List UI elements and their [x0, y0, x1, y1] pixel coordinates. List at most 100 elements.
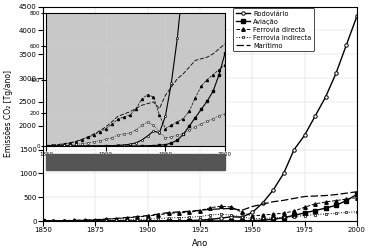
Ferrovia indirecta [355, 210, 359, 213]
Marítimo [344, 192, 349, 195]
Rodoviário [62, 219, 66, 223]
Ferrovia indirecta [41, 219, 45, 223]
Ferrovia indirecta [93, 219, 98, 222]
Ferrovia directa [135, 215, 139, 218]
Aviação [145, 219, 150, 223]
Rodoviário [219, 217, 223, 220]
Rodoviário [271, 188, 275, 192]
Marítimo [219, 207, 223, 210]
Ferrovia indirecta [260, 217, 265, 220]
Ferrovia directa [166, 212, 171, 215]
Ferrovia directa [302, 206, 307, 209]
Ferrovia indirecta [187, 216, 192, 219]
Ferrovia indirecta [344, 211, 349, 214]
Marítimo [355, 190, 359, 193]
Rodoviário [114, 219, 118, 223]
Ferrovia directa [72, 219, 77, 222]
Ferrovia directa [198, 209, 202, 212]
Ferrovia directa [51, 219, 55, 222]
Rodoviário [51, 219, 55, 223]
Ferrovia indirecta [302, 214, 307, 217]
Ferrovia directa [334, 199, 338, 202]
Ferrovia directa [83, 219, 87, 222]
Aviação [355, 193, 359, 196]
Ferrovia directa [355, 196, 359, 199]
Ferrovia indirecta [51, 219, 55, 223]
Aviação [334, 204, 338, 207]
Marítimo [334, 193, 338, 196]
Rodoviário [198, 219, 202, 222]
Ferrovia directa [323, 200, 328, 203]
Rodoviário [135, 219, 139, 223]
Rodoviário [93, 219, 98, 223]
Ferrovia indirecta [114, 219, 118, 222]
Marítimo [62, 219, 66, 222]
Rodoviário [302, 134, 307, 137]
Ferrovia indirecta [239, 215, 244, 218]
Ferrovia directa [62, 219, 66, 222]
Ferrovia indirecta [292, 215, 296, 218]
Rodoviário [260, 201, 265, 204]
Rodoviário [208, 218, 213, 221]
Ferrovia indirecta [72, 219, 77, 222]
Marítimo [145, 214, 150, 217]
Ferrovia directa [41, 219, 45, 223]
Ferrovia indirecta [229, 213, 233, 216]
Aviação [302, 211, 307, 214]
Line: Aviação: Aviação [41, 193, 359, 223]
Aviação [260, 219, 265, 222]
Marítimo [208, 208, 213, 211]
Aviação [208, 219, 213, 223]
Ferrovia indirecta [177, 216, 181, 219]
Marítimo [156, 213, 160, 216]
Ferrovia indirecta [219, 213, 223, 216]
Y-axis label: Emissões CO₂ [Tg/ano]: Emissões CO₂ [Tg/ano] [4, 70, 13, 157]
Ferrovia indirecta [124, 218, 129, 221]
Marítimo [104, 218, 108, 221]
Ferrovia indirecta [198, 215, 202, 218]
Ferrovia indirecta [135, 218, 139, 221]
Ferrovia directa [104, 218, 108, 221]
Rodoviário [41, 219, 45, 223]
Marítimo [41, 219, 45, 223]
Ferrovia indirecta [208, 213, 213, 216]
Ferrovia indirecta [62, 219, 66, 223]
Ferrovia directa [219, 205, 223, 208]
Rodoviário [156, 219, 160, 223]
Ferrovia indirecta [166, 216, 171, 219]
Rodoviário [166, 219, 171, 222]
Rodoviário [104, 219, 108, 223]
Rodoviário [177, 219, 181, 222]
Marítimo [114, 217, 118, 220]
Marítimo [51, 219, 55, 222]
Marítimo [83, 218, 87, 222]
Rodoviário [83, 219, 87, 223]
Ferrovia directa [93, 218, 98, 221]
Marítimo [302, 195, 307, 198]
Ferrovia indirecta [271, 216, 275, 219]
Rodoviário [145, 219, 150, 223]
Marítimo [198, 209, 202, 212]
Rodoviário [282, 172, 286, 175]
Rodoviário [355, 15, 359, 18]
Legend: Rodoviário, Aviação, Ferrovia directa, Ferrovia indirecta, Marítimo: Rodoviário, Aviação, Ferrovia directa, F… [233, 8, 314, 51]
Marítimo [239, 209, 244, 212]
Line: Rodoviário: Rodoviário [41, 14, 359, 223]
Ferrovia directa [260, 213, 265, 216]
Rodoviário [292, 148, 296, 151]
Ferrovia directa [208, 206, 213, 209]
Aviação [323, 207, 328, 210]
Rodoviário [187, 219, 192, 222]
Ferrovia directa [250, 214, 255, 217]
Marítimo [323, 194, 328, 197]
Marítimo [93, 218, 98, 221]
Ferrovia indirecta [313, 213, 317, 216]
Rodoviário [239, 216, 244, 219]
Rodoviário [313, 115, 317, 118]
Marítimo [166, 211, 171, 214]
Rodoviário [250, 211, 255, 214]
Rodoviário [334, 72, 338, 75]
Ferrovia directa [344, 198, 349, 201]
Aviação [229, 219, 233, 223]
Aviação [271, 218, 275, 221]
